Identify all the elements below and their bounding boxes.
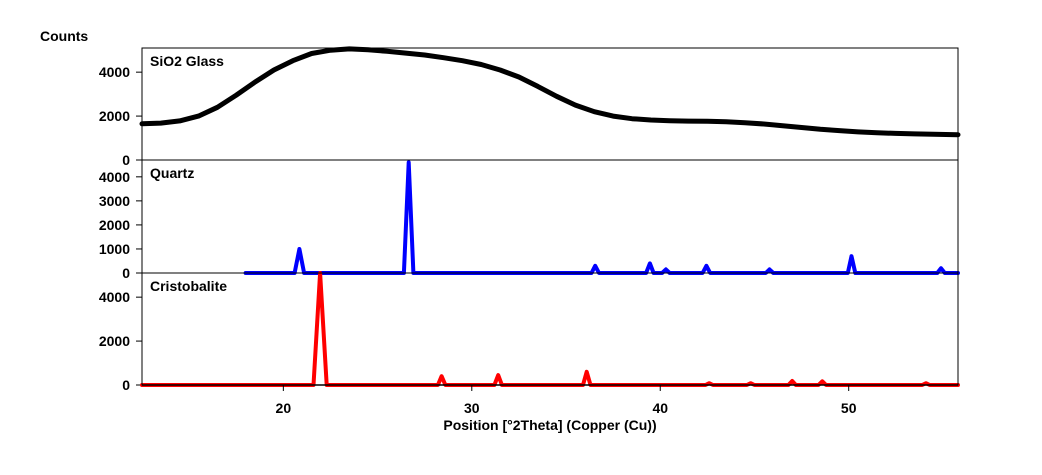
quartz-y-tick-label: 1000	[99, 241, 130, 257]
quartz-y-tick-label: 0	[122, 265, 130, 281]
cristobalite-panel-label: Cristobalite	[150, 278, 227, 294]
sio2-glass-y-tick-label: 4000	[99, 64, 130, 80]
sio2-glass-series-line	[139, 46, 961, 138]
y-axis-title: Counts	[40, 28, 88, 44]
sio2-glass-y-tick-label: 2000	[99, 108, 130, 124]
sio2-glass-panel-label: SiO2 Glass	[150, 53, 224, 69]
x-tick-label: 50	[841, 400, 857, 416]
plot-frame	[141, 47, 959, 386]
cristobalite-series-line	[140, 271, 960, 387]
cristobalite-y-tick-label: 4000	[99, 289, 130, 305]
x-tick-label: 40	[652, 400, 668, 416]
cristobalite-y-tick-label: 2000	[99, 333, 130, 349]
x-axis-title: Position [°2Theta] (Copper (Cu))	[443, 417, 656, 433]
quartz-series-line	[243, 160, 960, 275]
quartz-y-tick-label: 4000	[99, 169, 130, 185]
quartz-panel-label: Quartz	[150, 165, 194, 181]
x-tick-label: 20	[276, 400, 292, 416]
quartz-y-tick-label: 3000	[99, 193, 130, 209]
cristobalite-y-tick-label: 0	[122, 377, 130, 393]
quartz-y-tick-label: 2000	[99, 217, 130, 233]
x-tick-label: 30	[464, 400, 480, 416]
sio2-glass-y-tick-label: 0	[122, 152, 130, 168]
